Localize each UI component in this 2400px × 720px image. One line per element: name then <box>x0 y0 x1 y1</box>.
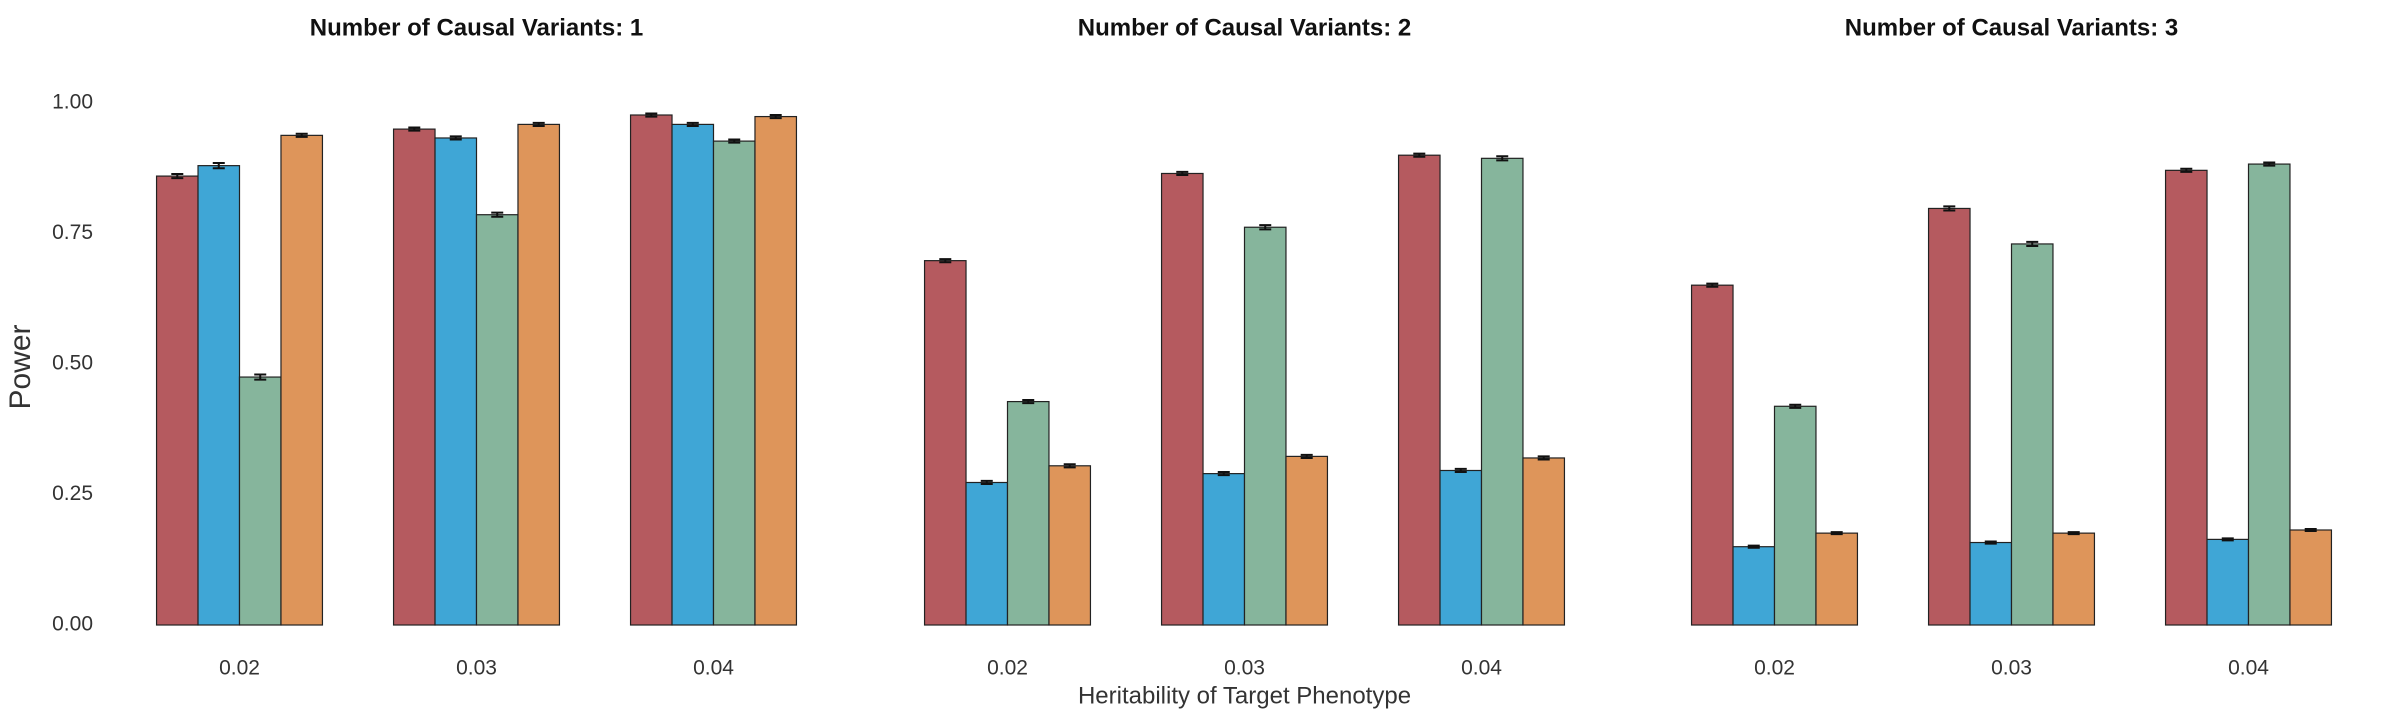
bar <box>1480 157 1524 626</box>
y-tick-label: 0.50 <box>52 352 93 375</box>
error-bar <box>408 126 421 132</box>
error-bar <box>2263 161 2276 167</box>
y-tick-label: 1.00 <box>52 91 93 114</box>
bar <box>517 123 561 626</box>
error-bar <box>254 373 267 381</box>
error-bar <box>2067 531 2080 536</box>
bar <box>2289 529 2333 626</box>
bar <box>1397 154 1441 626</box>
error-bar <box>2180 167 2193 173</box>
x-tick-label: 0.03 <box>1991 657 2032 680</box>
x-tick-label: 0.03 <box>1224 657 1265 680</box>
error-bar <box>2304 527 2317 533</box>
x-tick-label: 0.04 <box>693 657 734 680</box>
error-bar <box>1176 170 1189 177</box>
bar <box>1006 400 1050 626</box>
bar <box>280 134 324 626</box>
error-bar <box>2026 240 2039 248</box>
bar <box>1522 457 1566 626</box>
bar <box>155 175 199 626</box>
panel-title: Number of Causal Variants: 2 <box>1078 14 1411 41</box>
error-bar <box>1984 540 1997 545</box>
bar <box>1773 405 1817 626</box>
bar <box>2206 538 2250 626</box>
error-bar <box>1747 544 1760 549</box>
x-tick-label: 0.02 <box>987 657 1028 680</box>
panel-title: Number of Causal Variants: 3 <box>1845 14 2178 41</box>
error-bar <box>1217 471 1230 477</box>
error-bar <box>171 172 184 180</box>
bar <box>1927 207 1971 626</box>
bar <box>434 137 478 626</box>
y-tick-label: 0.00 <box>52 613 93 636</box>
error-bar <box>1413 152 1426 158</box>
error-bar <box>686 121 699 127</box>
bar <box>1285 455 1329 626</box>
x-tick-label: 0.02 <box>219 657 260 680</box>
bar <box>1202 473 1246 626</box>
error-bar <box>1943 205 1956 212</box>
error-bar <box>1706 282 1719 288</box>
error-bar <box>939 258 952 264</box>
bar <box>629 114 673 626</box>
bar <box>197 165 241 626</box>
bar <box>1243 226 1287 626</box>
bar <box>238 376 282 626</box>
error-bar <box>769 114 782 120</box>
x-tick-label: 0.02 <box>1754 657 1795 680</box>
bar <box>2010 243 2054 626</box>
error-bar <box>2221 537 2234 542</box>
error-bar <box>212 162 225 170</box>
error-bar <box>1022 399 1035 405</box>
error-bar <box>980 479 993 486</box>
error-bar <box>295 132 308 138</box>
bar <box>1160 172 1204 626</box>
bar <box>1690 284 1734 626</box>
x-tick-label: 0.04 <box>1461 657 1502 680</box>
bar <box>2247 163 2291 626</box>
error-bar <box>491 211 504 218</box>
bar <box>1969 541 2013 626</box>
error-bar <box>1789 403 1802 409</box>
bar <box>754 115 798 626</box>
error-bar <box>1537 455 1550 461</box>
bar <box>1439 469 1483 626</box>
bar <box>671 123 715 626</box>
x-tick-label: 0.03 <box>456 657 497 680</box>
error-bar <box>1063 463 1076 469</box>
x-axis-label: Heritability of Target Phenotype <box>1078 682 1411 709</box>
y-tick-label: 0.75 <box>52 221 93 244</box>
bar <box>475 214 519 626</box>
panel-title: Number of Causal Variants: 1 <box>310 14 643 41</box>
bar <box>1815 532 1859 626</box>
bar <box>965 481 1009 626</box>
error-bar <box>645 112 658 118</box>
bar <box>392 128 436 626</box>
error-bar <box>1300 453 1313 459</box>
error-bar <box>1496 155 1509 162</box>
error-bar <box>449 135 462 141</box>
bar <box>1732 546 1776 626</box>
bar <box>712 140 756 626</box>
error-bar <box>728 138 741 144</box>
bar <box>1048 465 1092 626</box>
x-tick-label: 0.04 <box>2228 657 2269 680</box>
error-bar <box>1454 467 1467 474</box>
bar <box>923 260 967 626</box>
bar <box>2052 532 2096 626</box>
y-axis-label: Power <box>4 324 37 409</box>
error-bar <box>1259 224 1272 231</box>
y-tick-label: 0.25 <box>52 482 93 505</box>
bar <box>2164 169 2208 626</box>
error-bar <box>532 121 545 127</box>
error-bar <box>1830 531 1843 536</box>
